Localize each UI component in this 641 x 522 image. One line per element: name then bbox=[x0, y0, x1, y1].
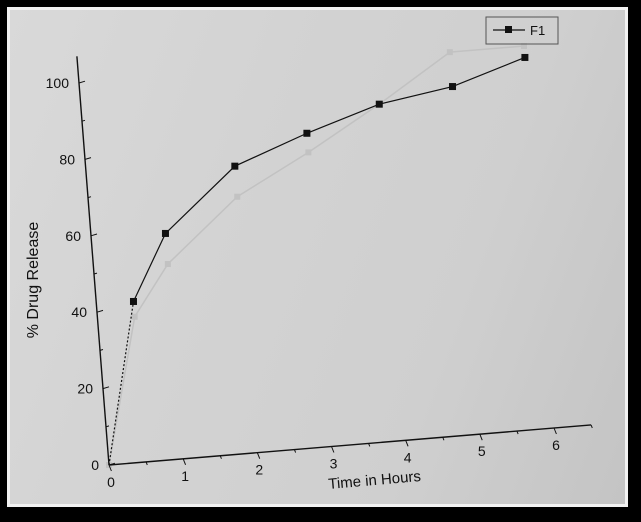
series-layer bbox=[108, 53, 529, 466]
legend-label-f1: F1 bbox=[530, 23, 545, 38]
legend-marker bbox=[505, 26, 512, 33]
x-tick-minor bbox=[368, 443, 371, 447]
x-tick-major bbox=[405, 440, 409, 447]
y-tick-label-100: 100 bbox=[46, 75, 70, 91]
y-tick-minor bbox=[81, 119, 86, 122]
x-tick-minor bbox=[293, 449, 297, 453]
x-tick-minor bbox=[442, 437, 445, 441]
y-tick-label-40: 40 bbox=[71, 304, 87, 320]
y-tick-major bbox=[108, 462, 116, 466]
ghost-series-line bbox=[108, 45, 525, 466]
ghost-point-3 bbox=[234, 193, 241, 200]
x-tick-minor bbox=[590, 424, 593, 429]
axes: 0 20 40 60 80 100 0 1 2 3 4 5 6 bbox=[46, 56, 593, 490]
legend: F1 bbox=[485, 16, 559, 45]
series-0-first-segment bbox=[108, 301, 135, 466]
y-tick-major bbox=[102, 386, 110, 390]
x-tick-major bbox=[108, 464, 112, 472]
y-tick-minor bbox=[87, 196, 92, 199]
photo-frame: 0 20 40 60 80 100 0 1 2 3 4 5 6 Time in Hours % Drug… bbox=[7, 7, 628, 507]
ghost-point-4 bbox=[305, 149, 312, 156]
x-tick-label-3: 3 bbox=[330, 456, 338, 472]
ghost-point-7 bbox=[521, 43, 527, 49]
series-0-line bbox=[132, 56, 526, 302]
series-0-point-3 bbox=[231, 162, 239, 170]
y-tick-minor bbox=[99, 349, 104, 351]
y-tick-minor bbox=[93, 272, 98, 275]
x-tick-label-6: 6 bbox=[552, 437, 560, 453]
drug-release-chart: 0 20 40 60 80 100 0 1 2 3 4 5 6 Time in Hours % Drug… bbox=[25, 16, 593, 493]
x-axis-label: Time in Hours bbox=[328, 468, 422, 493]
series-0-point-1 bbox=[129, 297, 137, 305]
x-tick-label-2: 2 bbox=[255, 462, 263, 478]
x-tick-major bbox=[331, 446, 335, 453]
legend-box bbox=[485, 16, 559, 45]
y-tick-major bbox=[84, 157, 92, 160]
x-tick-minor bbox=[516, 430, 519, 435]
x-tick-label-0: 0 bbox=[107, 474, 115, 490]
series-0-point-4 bbox=[303, 129, 311, 137]
ghost-point-2 bbox=[164, 261, 171, 268]
ghost-point-6 bbox=[446, 49, 453, 56]
x-tick-label-5: 5 bbox=[478, 443, 486, 459]
series-0-point-5 bbox=[375, 100, 383, 108]
y-axis-line bbox=[76, 56, 110, 466]
y-tick-minor bbox=[105, 425, 110, 428]
x-tick-major bbox=[182, 458, 187, 466]
ghost-bleedthrough-layer bbox=[106, 43, 527, 468]
x-tick-label-1: 1 bbox=[181, 468, 189, 484]
y-tick-label-80: 80 bbox=[59, 151, 75, 167]
ghost-point-1 bbox=[131, 313, 138, 320]
x-tick-label-4: 4 bbox=[404, 449, 412, 465]
x-tick-major bbox=[479, 433, 483, 441]
y-tick-major bbox=[96, 309, 104, 313]
y-tick-major bbox=[78, 80, 86, 84]
y-axis-label: % Drug Release bbox=[25, 222, 42, 339]
series-0-point-7 bbox=[521, 53, 529, 61]
y-tick-label-20: 20 bbox=[77, 381, 93, 397]
x-tick-major bbox=[256, 452, 261, 459]
x-axis-line bbox=[108, 424, 592, 466]
y-tick-major bbox=[90, 233, 98, 237]
series-0-point-6 bbox=[449, 83, 457, 91]
x-tick-minor bbox=[219, 455, 222, 459]
series-0-point-2 bbox=[161, 229, 169, 237]
y-tick-label-0: 0 bbox=[91, 457, 99, 473]
y-tick-label-60: 60 bbox=[65, 228, 81, 244]
x-tick-major bbox=[553, 427, 557, 435]
x-tick-minor bbox=[145, 461, 148, 466]
